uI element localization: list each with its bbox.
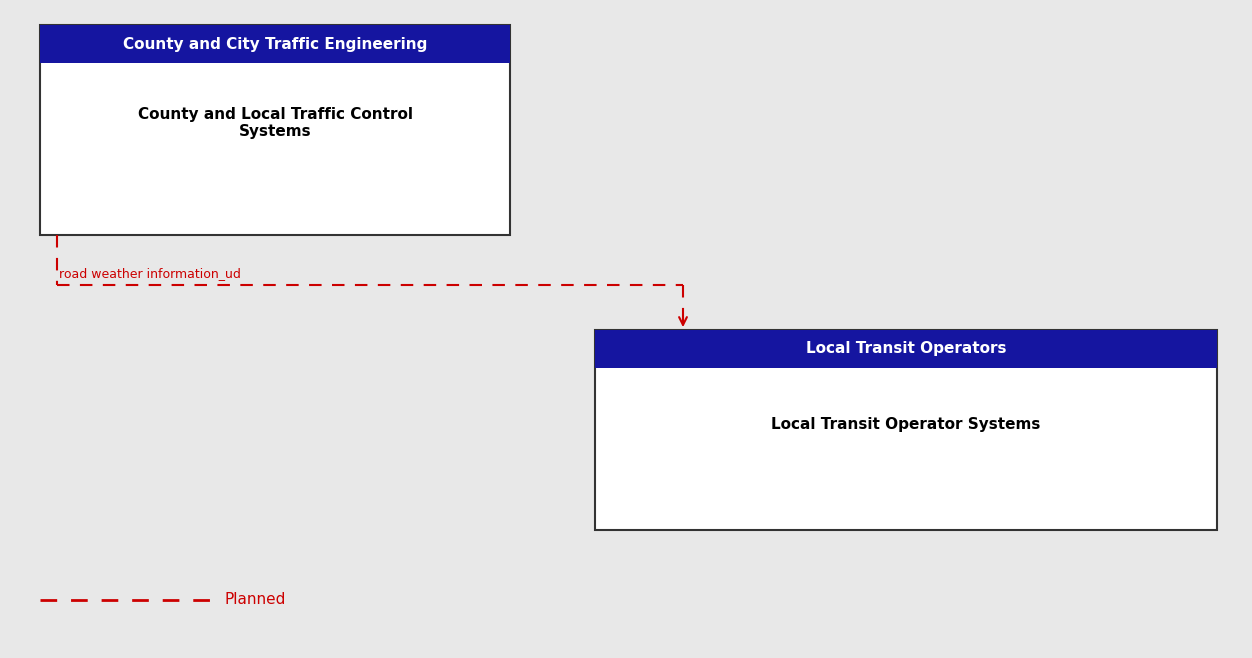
Text: Local Transit Operator Systems: Local Transit Operator Systems bbox=[771, 417, 1040, 432]
Text: County and City Traffic Engineering: County and City Traffic Engineering bbox=[123, 36, 427, 51]
Text: Local Transit Operators: Local Transit Operators bbox=[806, 342, 1007, 357]
Text: Planned: Planned bbox=[225, 592, 287, 607]
Text: County and Local Traffic Control
Systems: County and Local Traffic Control Systems bbox=[138, 107, 412, 139]
Text: road weather information_ud: road weather information_ud bbox=[59, 267, 240, 280]
Bar bbox=[595, 330, 1217, 368]
Bar bbox=[40, 25, 510, 63]
Bar bbox=[40, 25, 510, 235]
Bar bbox=[595, 330, 1217, 530]
